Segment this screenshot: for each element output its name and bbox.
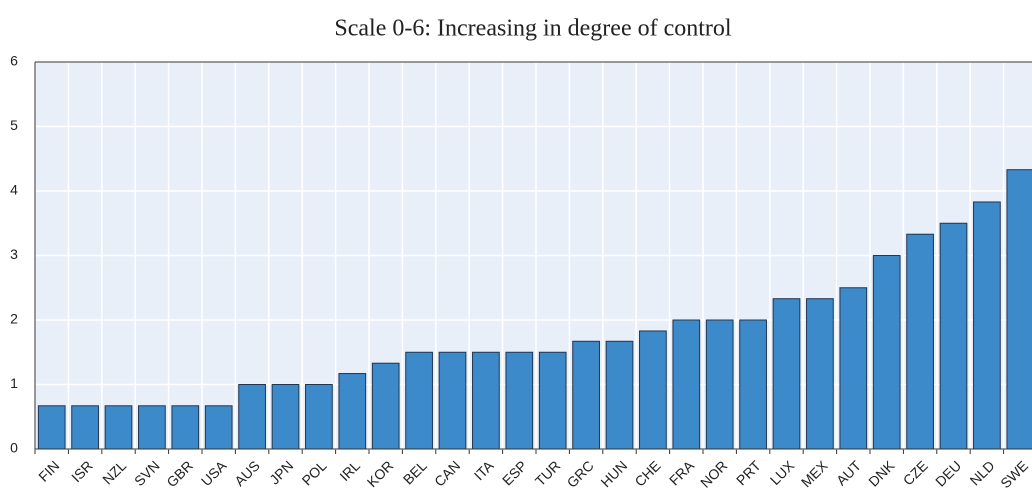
x-tick-label: ISR — [68, 457, 96, 485]
bar — [171, 405, 200, 450]
x-tick-label: LUX — [767, 457, 798, 488]
bar — [472, 351, 500, 450]
x-tick-label: GRC — [564, 457, 597, 490]
bar — [138, 405, 166, 450]
bar — [872, 255, 901, 450]
x-tick-label: TUR — [532, 457, 564, 489]
x-tick-label: SWE — [997, 457, 1031, 491]
y-tick-label: 0 — [10, 440, 18, 456]
x-tick-label: POL — [299, 457, 330, 488]
bar — [806, 298, 834, 450]
x-tick-label: KOR — [364, 457, 397, 490]
y-tick-label: 3 — [10, 246, 18, 262]
y-tick-label: 6 — [10, 53, 18, 69]
x-tick-label: BEL — [400, 457, 430, 487]
x-tick-label: IRL — [336, 457, 363, 484]
bar — [1006, 169, 1032, 450]
bar — [104, 405, 133, 450]
bar — [839, 287, 868, 450]
bar — [538, 351, 567, 450]
chart-title: Scale 0-6: Increasing in degree of contr… — [334, 16, 732, 42]
y-tick-label: 5 — [10, 117, 18, 133]
x-tick-label: DEU — [932, 457, 964, 489]
x-tick-label: AUS — [231, 457, 263, 489]
x-tick-label: NLD — [967, 457, 998, 488]
x-tick-label: SVN — [131, 457, 163, 489]
x-tick-label: AUT — [833, 457, 864, 488]
x-tick-label: CHE — [631, 457, 663, 489]
bar — [305, 384, 333, 450]
x-tick-label: GBR — [163, 457, 196, 490]
bar — [906, 233, 934, 450]
bar — [238, 384, 266, 450]
bar — [772, 298, 801, 450]
bar — [405, 351, 433, 450]
bar — [438, 351, 467, 450]
bar — [705, 319, 734, 450]
bar — [271, 384, 300, 450]
x-tick-label: PRT — [733, 457, 764, 488]
bar — [639, 330, 667, 450]
x-tick-label: JPN — [266, 457, 296, 487]
x-tick-label: NOR — [697, 457, 730, 490]
y-tick-label: 1 — [10, 375, 18, 391]
x-tick-label: DNK — [865, 457, 898, 490]
y-tick-label: 2 — [10, 311, 18, 327]
x-tick-label: USA — [198, 457, 230, 489]
x-tick-label: ITA — [471, 457, 497, 483]
bar — [204, 405, 233, 450]
x-tick-label: FIN — [35, 457, 62, 484]
bar — [973, 201, 1001, 450]
y-tick-label: 4 — [10, 182, 18, 198]
bar — [739, 319, 767, 450]
bar — [939, 222, 968, 450]
x-tick-label: ESP — [499, 457, 530, 488]
bar — [371, 362, 400, 450]
bar — [71, 405, 99, 450]
bar — [672, 319, 701, 450]
x-tick-label: FRA — [666, 457, 698, 489]
bar — [572, 340, 600, 450]
x-tick-label: NZL — [99, 457, 129, 487]
x-tick-label: CAN — [431, 457, 463, 489]
x-tick-label: HUN — [597, 457, 630, 490]
x-tick-label: MEX — [798, 457, 831, 490]
x-tick-label: CZE — [900, 457, 931, 488]
bar — [605, 340, 634, 450]
bar — [37, 405, 66, 450]
bar — [505, 351, 534, 450]
bar — [338, 373, 367, 450]
